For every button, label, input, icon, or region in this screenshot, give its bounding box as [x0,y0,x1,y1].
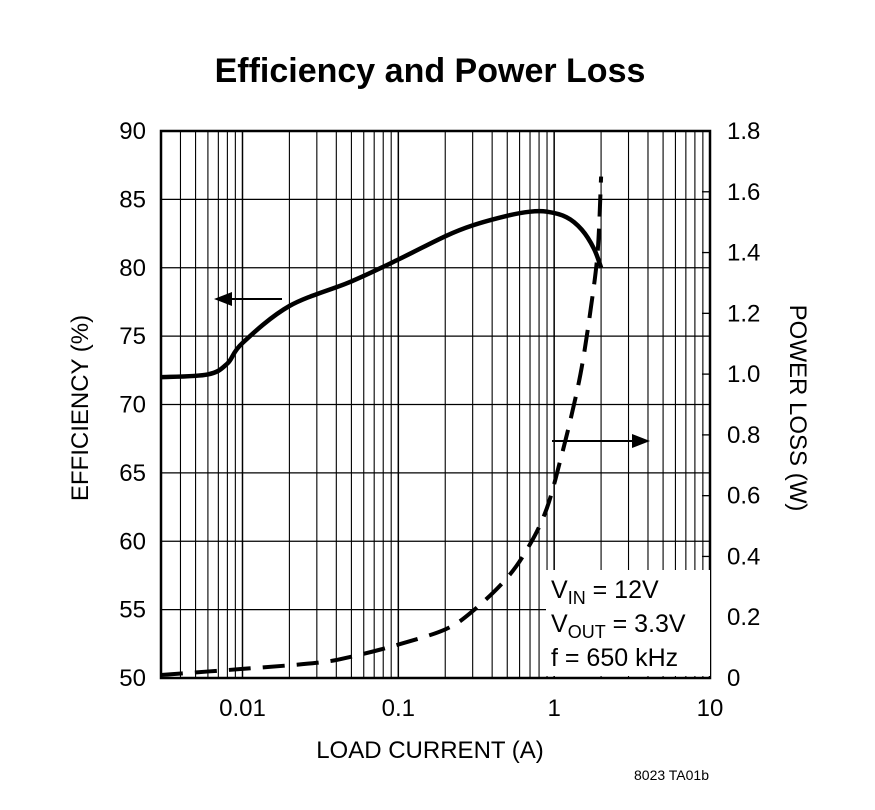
left-tick-label: 55 [119,597,146,624]
efficiency-line [160,208,604,380]
power-loss-line [160,176,604,677]
vin-text: VIN = 12V [551,576,659,608]
right-tick-label: 1.2 [727,300,760,327]
x-axis-label: LOAD CURRENT (A) [316,737,544,764]
right-tick-label: 1.0 [727,361,760,388]
right-tick-label: 1.4 [727,240,760,267]
left-tick-label: 90 [119,118,146,145]
right-tick-label: 1.6 [727,179,760,206]
x-tick-label: 0.1 [382,695,415,722]
left-tick-label: 60 [119,528,146,555]
right-axis-label: POWER LOSS (W) [784,305,811,512]
x-tick-labels: 0.01 0.1 1 10 [219,695,723,722]
left-arrow-head [214,292,232,306]
series-group [160,176,604,677]
left-tick-label: 65 [119,460,146,487]
x-tick-label: 0.01 [219,695,266,722]
right-arrow-head [632,434,650,448]
right-tick-label: 0.6 [727,483,760,510]
x-tick-label: 1 [547,695,560,722]
left-tick-label: 80 [119,255,146,282]
left-tick-label: 85 [119,186,146,213]
chart-title: Efficiency and Power Loss [215,52,646,90]
left-axis-label: EFFICIENCY (%) [67,315,94,501]
vout-text: VOUT = 3.3V [551,610,686,642]
right-tick-label: 1.8 [727,118,760,145]
plot-frame [159,129,712,680]
left-arrow-annotation [214,292,282,306]
right-arrow-annotation [552,434,650,448]
left-tick-labels: 50 55 60 65 70 75 80 85 90 [119,118,146,692]
freq-text: f = 650 kHz [551,644,678,672]
conditions-box [546,570,710,676]
right-tick-label: 0 [727,665,740,692]
right-tick-label: 0.8 [727,422,760,449]
right-tick-label: 0.4 [727,543,760,570]
x-tick-label: 10 [697,695,724,722]
right-tick-labels: 0 0.2 0.4 0.6 0.8 1.0 1.2 1.4 1.6 1.8 [727,118,760,692]
left-tick-label: 50 [119,665,146,692]
left-tick-label: 75 [119,323,146,350]
left-tick-label: 70 [119,392,146,419]
right-tick-label: 0.2 [727,604,760,631]
figure-code: 8023 TA01b [634,767,709,783]
